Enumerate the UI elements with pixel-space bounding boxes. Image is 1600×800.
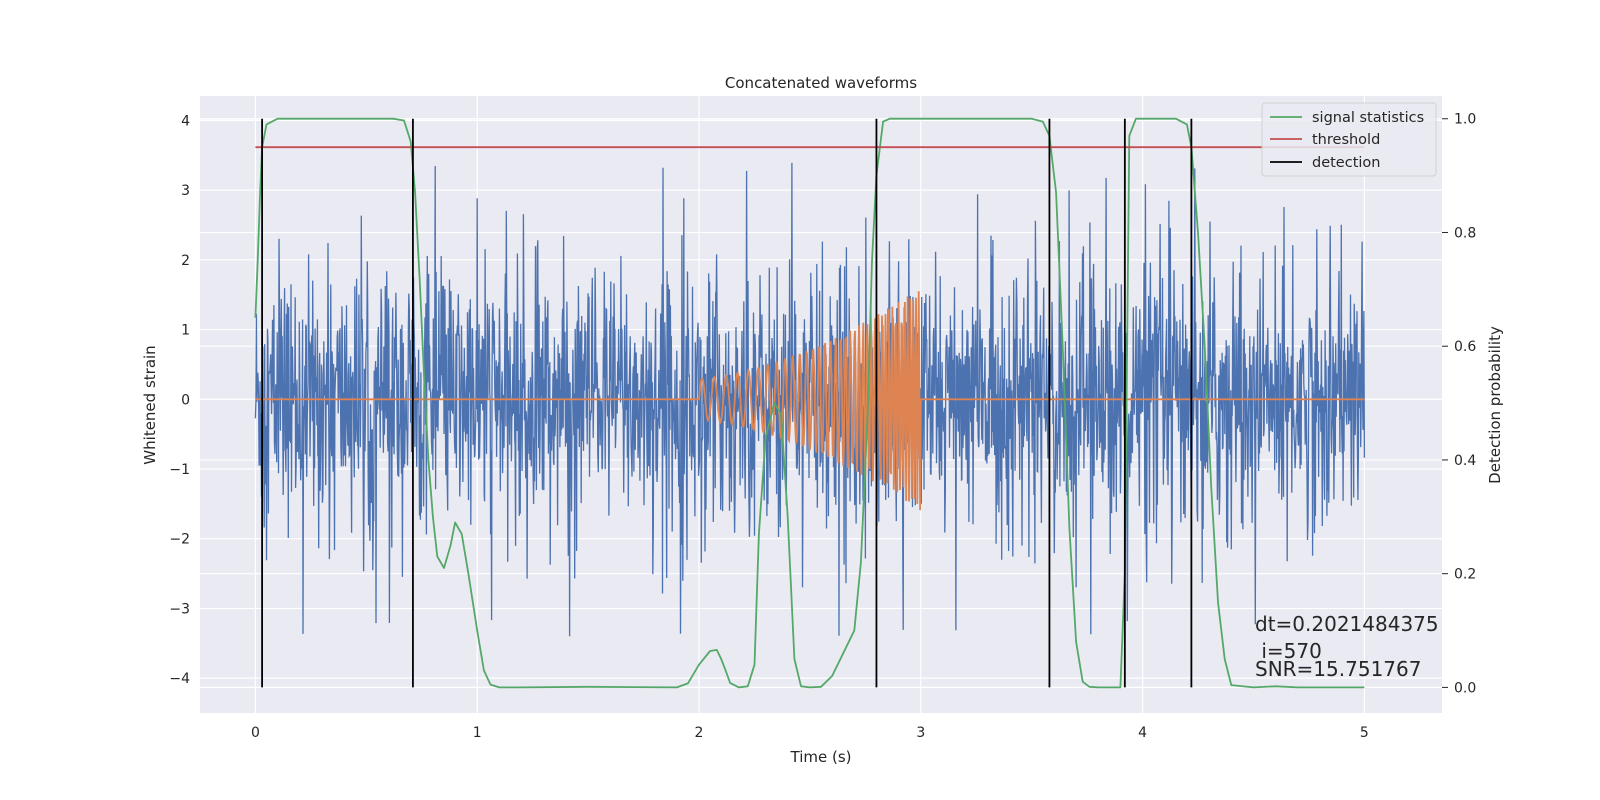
legend-box [1261,102,1437,177]
annotation-i: i=570 [1255,639,1322,663]
y2-axis-label: Detection probability [1486,326,1504,484]
series-layer [254,117,1366,689]
x-tick-label: 3 [916,725,925,741]
y-tick-label: 3 [181,183,190,199]
chirp-series-line [255,291,1365,511]
y-tick-label: −1 [169,462,190,478]
noise-series-line [254,162,1366,637]
chart-title: Concatenated waveforms [725,74,917,92]
annotation-snr: SNR=15.751767 [1255,657,1421,681]
y-tick-label: −4 [169,671,190,687]
y2-tick-label: 0.8 [1454,225,1476,241]
y2-tick-label: 0.6 [1454,339,1476,355]
legend-label-signal-statistics: signal statistics [1312,110,1424,126]
y2-tick-label: 1.0 [1454,112,1476,128]
y-axis-label: Whitened strain [141,345,159,464]
y-tick-label: 4 [181,113,190,129]
x-axis-label: Time (s) [790,748,852,766]
y-tick-label: 1 [181,323,190,339]
y-tick-label: −3 [169,601,190,617]
y2-tick-label: 0.0 [1454,680,1476,696]
x-tick-label: 1 [473,725,482,741]
y2-tick-label: 0.2 [1454,567,1476,583]
y-tick-label: 2 [181,253,190,269]
x-tick-label: 0 [251,725,260,741]
signal-statistics-line [254,117,1365,689]
legend-label-detection: detection [1312,155,1380,171]
x-tick-label: 4 [1138,725,1147,741]
legend: signal statistics threshold detection [1261,102,1437,177]
y-tick-label: −2 [169,532,190,548]
annotation-dt: dt=0.2021484375 [1255,612,1439,636]
legend-label-threshold: threshold [1312,132,1380,148]
x-tick-label: 5 [1360,725,1369,741]
ticks: 0 1 2 3 4 5 −4 −3 −2 −1 0 1 2 3 4 0.0 0.2 0.4 0.6 0.8 1.0 [169,112,1476,741]
y-tick-label: 0 [181,392,190,408]
x-tick-label: 2 [695,725,704,741]
y2-tick-label: 0.4 [1454,453,1476,469]
